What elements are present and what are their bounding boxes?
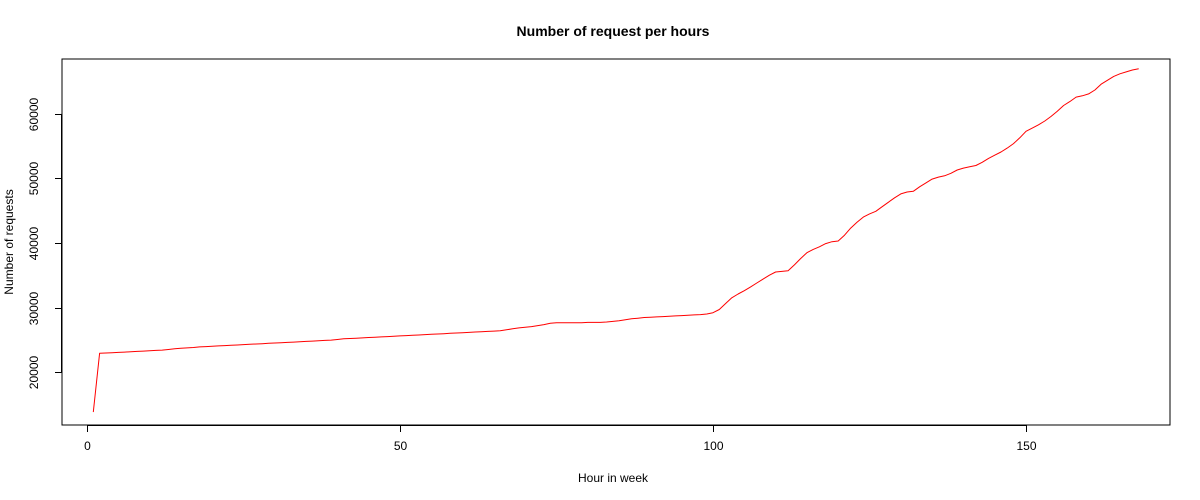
y-tick-label: 60000 <box>27 97 41 131</box>
y-tick-label: 30000 <box>27 291 41 325</box>
chart-title: Number of request per hours <box>517 23 710 39</box>
x-tick-label: 100 <box>703 439 723 453</box>
x-tick-label: 150 <box>1016 439 1036 453</box>
x-tick-label: 50 <box>394 439 408 453</box>
series-line <box>92 68 1139 413</box>
x-axis: 0 50 100 150 <box>84 425 1037 453</box>
y-axis-label: Number of requests <box>2 189 16 294</box>
y-axis: 20000 30000 40000 50000 60000 <box>27 97 62 389</box>
y-tick-label: 40000 <box>27 226 41 260</box>
y-tick-label: 20000 <box>27 355 41 389</box>
plot-frame <box>61 58 1171 426</box>
x-axis-label: Hour in week <box>578 471 649 485</box>
y-tick-label: 50000 <box>27 161 41 195</box>
x-tick-label: 0 <box>84 439 91 453</box>
series-layer <box>92 68 1139 413</box>
